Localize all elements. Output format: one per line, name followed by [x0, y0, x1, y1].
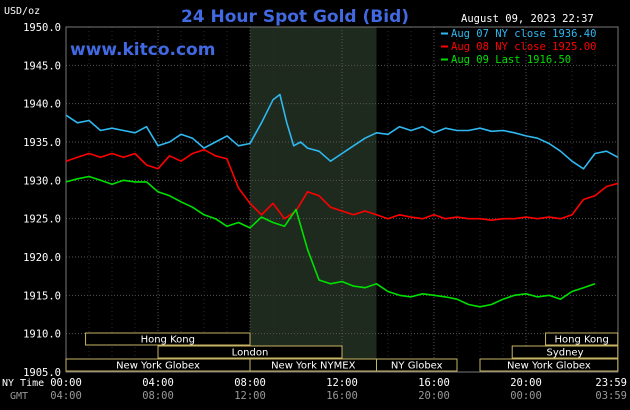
x-tick-label-gmt: 08:00 [142, 390, 174, 402]
y-tick-label: 1910.0 [23, 329, 61, 341]
session-box-rect [511, 345, 619, 359]
x-tick-label-gmt: 00:00 [510, 390, 542, 402]
session-label: Hong Kong [554, 335, 608, 346]
chart-title: 24 Hour Spot Gold (Bid) [181, 7, 409, 27]
y-tick-label: 1935.0 [23, 137, 61, 149]
session-box: London [157, 345, 343, 359]
session-label: Hong Kong [141, 335, 195, 346]
session-box-rect [157, 345, 343, 359]
session-box-rect [479, 358, 619, 372]
session-label: NY Globex [391, 361, 443, 372]
series-line-aug07 [65, 93, 619, 170]
gmt-label: GMT [10, 391, 28, 402]
timestamp: August 09, 2023 22:37 [461, 13, 594, 25]
y-tick-label: 1945.0 [23, 60, 61, 72]
session-label: Sydney [546, 348, 583, 359]
series-line-aug08 [65, 148, 619, 221]
x-tick-label-ny: 04:00 [142, 377, 174, 389]
y-tick-label: 1950.0 [23, 22, 61, 34]
y-tick-label: 1905.0 [23, 367, 61, 379]
session-box: NY Globex [376, 358, 458, 372]
site-watermark: www.kitco.com [70, 40, 215, 60]
nymex-shade [250, 27, 377, 372]
x-tick-label-ny: 08:00 [234, 377, 266, 389]
x-tick-label-gmt: 20:00 [418, 390, 450, 402]
y-tick-label: 1920.0 [23, 252, 61, 264]
x-tick-label-gmt: 03:59 [595, 390, 627, 402]
session-label: New York Globex [116, 361, 200, 372]
legend-entry: Aug 08 NY close 1925.00 [441, 41, 596, 53]
session-label: New York NYMEX [271, 361, 356, 372]
y-tick-label: 1930.0 [23, 175, 61, 187]
x-tick-label-ny: 23:59 [595, 377, 627, 389]
series-line-aug09 [65, 175, 596, 308]
session-label: London [232, 348, 269, 359]
session-box: Hong Kong [85, 332, 251, 346]
legend-label: Aug 08 NY close 1925.00 [451, 41, 596, 53]
y-tick-label: 1925.0 [23, 214, 61, 226]
legend-label: Aug 09 Last 1916.50 [451, 54, 571, 66]
legend-entry: Aug 07 NY close 1936.40 [441, 28, 596, 40]
plot-border [65, 26, 619, 373]
x-tick-label-gmt: 16:00 [326, 390, 358, 402]
session-box: Hong Kong [545, 332, 619, 346]
legend-label: Aug 07 NY close 1936.40 [451, 28, 596, 40]
ny-time-label: NY Time [2, 378, 44, 389]
x-tick-label-ny: 12:00 [326, 377, 358, 389]
session-label: New York Globex [507, 361, 591, 372]
unit-label: USD/oz [4, 6, 40, 17]
x-tick-label-ny: 20:00 [510, 377, 542, 389]
session-box: New York Globex [65, 358, 251, 372]
session-box-rect [545, 332, 619, 346]
session-box: Sydney [511, 345, 619, 359]
legend-entry: Aug 09 Last 1916.50 [441, 54, 571, 66]
session-box-rect [376, 358, 458, 372]
x-tick-label-gmt: 12:00 [234, 390, 266, 402]
session-box: New York Globex [479, 358, 619, 372]
session-box-rect [85, 332, 251, 346]
x-tick-label-ny: 00:00 [50, 377, 82, 389]
x-tick-label-ny: 16:00 [418, 377, 450, 389]
y-tick-label: 1915.0 [23, 290, 61, 302]
session-box: New York NYMEX [249, 358, 377, 372]
y-tick-label: 1940.0 [23, 99, 61, 111]
x-tick-label-gmt: 04:00 [50, 390, 82, 402]
